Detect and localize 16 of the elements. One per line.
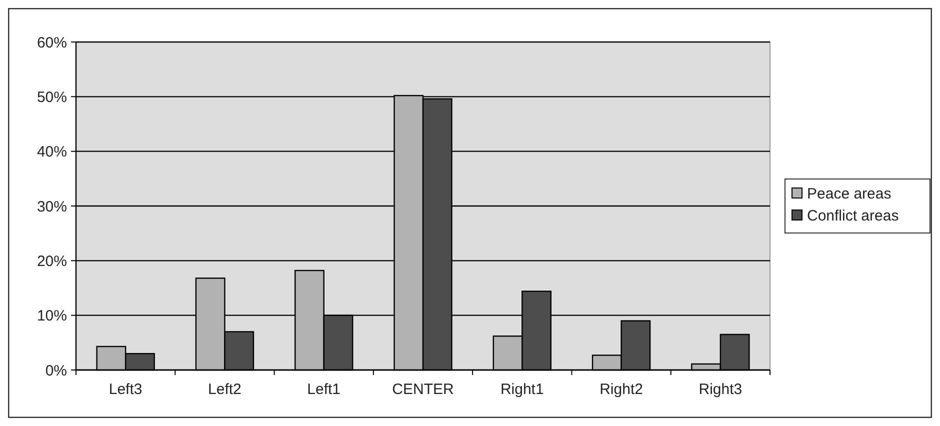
- x-tick-label: CENTER: [392, 381, 454, 398]
- x-tick-label: Right2: [600, 381, 643, 398]
- y-tick-label: 20%: [36, 252, 67, 270]
- x-tick-label: Left2: [208, 381, 242, 398]
- y-tick-label: 60%: [36, 34, 67, 52]
- x-tick-label: Right1: [500, 381, 544, 398]
- y-tick-label: 30%: [36, 198, 67, 216]
- y-tick-label: 10%: [36, 308, 67, 325]
- y-tick-label: 50%: [36, 88, 67, 106]
- x-tick-label: Left1: [307, 381, 341, 398]
- y-tick-label: 0%: [45, 362, 67, 380]
- legend-label: Conflict areas: [807, 207, 899, 224]
- y-tick-label: 40%: [36, 144, 67, 161]
- x-tick-label: Left3: [108, 381, 142, 398]
- x-tick-label: Right3: [698, 381, 742, 398]
- legend-label: Peace areas: [807, 185, 892, 202]
